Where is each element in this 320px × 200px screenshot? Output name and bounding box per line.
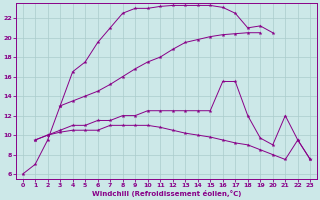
X-axis label: Windchill (Refroidissement éolien,°C): Windchill (Refroidissement éolien,°C) xyxy=(92,190,241,197)
